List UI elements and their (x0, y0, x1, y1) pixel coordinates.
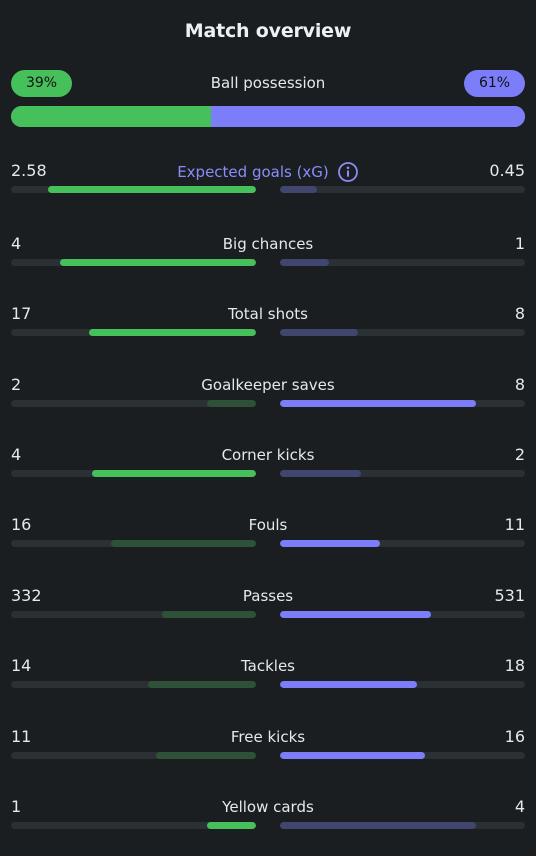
info-icon[interactable] (337, 161, 359, 183)
away-value: 531 (494, 586, 525, 605)
away-bar-track (280, 611, 525, 618)
stat-label: Big chances (222, 235, 314, 253)
stat-label: Total shots (228, 305, 308, 323)
stat-label: Free kicks (230, 728, 306, 746)
away-bar-fill (280, 752, 425, 759)
home-bar-fill (161, 611, 256, 618)
away-bar-track (280, 540, 525, 547)
home-bar-track (11, 186, 256, 193)
stat-label: Tackles (240, 657, 296, 675)
home-value: 4 (11, 234, 22, 253)
away-value: 8 (514, 304, 525, 323)
possession-bar-away (211, 106, 525, 127)
stat-row: 11 Free kicks 16 (11, 727, 525, 767)
stat-label: Fouls (248, 516, 288, 534)
home-bar-fill (148, 681, 256, 688)
home-bar-fill (47, 186, 256, 193)
home-bar-fill (91, 470, 256, 477)
home-bar-track (11, 822, 256, 829)
away-bar-track (280, 752, 525, 759)
away-bar-fill (280, 329, 359, 336)
stat-label-group: Expected goals (xG) (177, 161, 359, 183)
stat-row: 4 Corner kicks 2 (11, 445, 525, 485)
stat-label: Expected goals (xG) (177, 163, 329, 181)
possession-row: 39% Ball possession 61% (11, 70, 525, 97)
home-possession-badge: 39% (11, 70, 72, 97)
home-value: 14 (11, 656, 32, 675)
away-bar-fill (280, 681, 418, 688)
away-bar-track (280, 822, 525, 829)
stat-label: Passes (242, 587, 294, 605)
stat-label: Yellow cards (222, 798, 314, 816)
home-value: 332 (11, 586, 42, 605)
home-bar-fill (89, 329, 256, 336)
home-bar-track (11, 540, 256, 547)
away-bar-track (280, 400, 525, 407)
home-bar-track (11, 400, 256, 407)
home-bar-fill (207, 822, 256, 829)
home-bar-fill (155, 752, 256, 759)
home-bar-track (11, 329, 256, 336)
home-value: 2.58 (11, 161, 47, 180)
home-value: 2 (11, 375, 22, 394)
home-value: 4 (11, 445, 22, 464)
away-bar-track (280, 470, 525, 477)
home-bar-track (11, 470, 256, 477)
away-value: 8 (514, 375, 525, 394)
away-bar-fill (280, 470, 361, 477)
home-bar-track (11, 611, 256, 618)
home-bar-track (11, 681, 256, 688)
away-bar-fill (280, 540, 381, 547)
away-value: 16 (504, 727, 525, 746)
away-bar-track (280, 329, 525, 336)
home-bar-track (11, 259, 256, 266)
away-value: 4 (514, 797, 525, 816)
away-bar-fill (280, 611, 431, 618)
away-bar-track (280, 259, 525, 266)
stat-row: 17 Total shots 8 (11, 304, 525, 344)
away-value: 0.45 (489, 161, 525, 180)
home-value: 17 (11, 304, 32, 323)
possession-label: Ball possession (210, 74, 326, 92)
away-bar-track (280, 186, 525, 193)
stat-row: 14 Tackles 18 (11, 656, 525, 696)
home-value: 16 (11, 515, 32, 534)
away-bar-fill (280, 259, 329, 266)
home-bar-track (11, 752, 256, 759)
stat-row: 2.58 Expected goals (xG) 0.45 (11, 161, 525, 201)
possession-bar-home (11, 106, 212, 127)
away-bar-fill (280, 186, 317, 193)
xg-stat-link[interactable]: Expected goals (xG) (11, 161, 525, 183)
home-bar-fill (111, 540, 256, 547)
away-value: 2 (514, 445, 525, 464)
home-bar-fill (207, 400, 256, 407)
stat-row: 1 Yellow cards 4 (11, 797, 525, 837)
stat-row: 2 Goalkeeper saves 8 (11, 375, 525, 415)
stat-row: 16 Fouls 11 (11, 515, 525, 555)
stat-row: 332 Passes 531 (11, 586, 525, 626)
stat-row: 4 Big chances 1 (11, 234, 525, 274)
away-value: 18 (504, 656, 525, 675)
away-bar-track (280, 681, 525, 688)
away-bar-fill (280, 400, 476, 407)
panel-title: Match overview (184, 20, 352, 42)
stat-label: Corner kicks (221, 446, 315, 464)
possession-bar (11, 106, 525, 127)
away-value: 11 (504, 515, 525, 534)
home-bar-fill (60, 259, 256, 266)
stat-label: Goalkeeper saves (201, 376, 335, 394)
away-value: 1 (514, 234, 525, 253)
away-bar-fill (280, 822, 476, 829)
home-value: 11 (11, 727, 32, 746)
away-possession-badge: 61% (464, 70, 525, 97)
home-value: 1 (11, 797, 22, 816)
